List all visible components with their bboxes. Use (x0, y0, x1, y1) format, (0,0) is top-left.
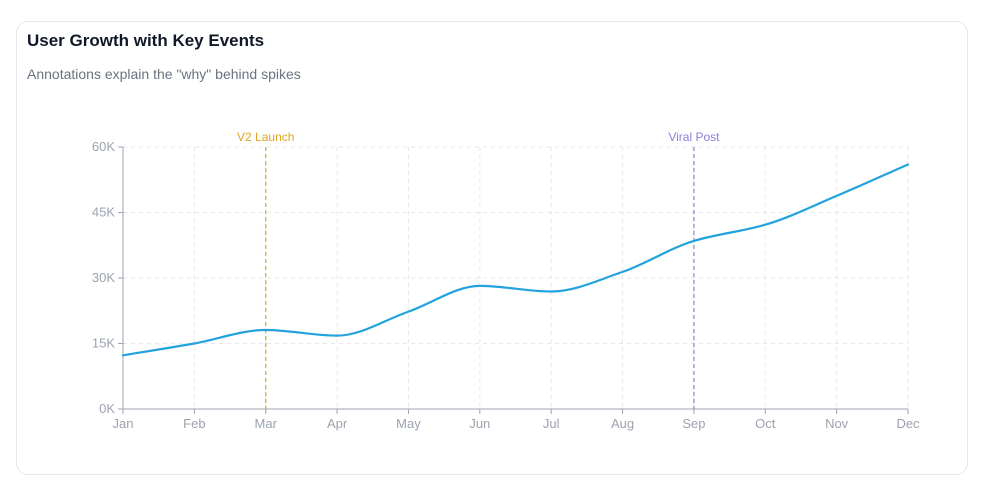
y-tick-label: 15K (92, 336, 115, 351)
x-tick-label: Apr (327, 416, 348, 431)
x-tick-label: Jul (543, 416, 560, 431)
y-tick-label: 60K (92, 139, 115, 154)
series (121, 163, 910, 357)
annotations: V2 Launch Viral Post (237, 130, 720, 409)
grid (123, 146, 909, 409)
x-tick-label: Aug (611, 416, 634, 431)
annotation-label: Viral Post (668, 130, 720, 144)
x-tick-label: Jun (469, 416, 490, 431)
x-tick-label: Sep (682, 416, 705, 431)
chart-card (16, 21, 968, 475)
x-tick-label: Dec (896, 416, 920, 431)
y-tick-label: 30K (92, 270, 115, 285)
chart-title: User Growth with Key Events (27, 31, 265, 50)
annotation-label: V2 Launch (237, 130, 294, 144)
x-tick-label: Nov (825, 416, 849, 431)
y-tick-label: 0K (99, 401, 115, 416)
y-tick-label: 45K (92, 205, 115, 220)
chart-subtitle: Annotations explain the "why" behind spi… (27, 66, 301, 82)
axes: 0K 15K 30K 45K 60K Jan Feb Mar Apr May Jun Jul Aug Se… (92, 139, 920, 431)
x-tick-label: Oct (755, 416, 776, 431)
x-tick-label: Jan (113, 416, 134, 431)
x-tick-label: Feb (183, 416, 205, 431)
x-tick-label: Mar (255, 416, 278, 431)
x-tick-label: May (396, 416, 421, 431)
series-line (121, 163, 910, 357)
